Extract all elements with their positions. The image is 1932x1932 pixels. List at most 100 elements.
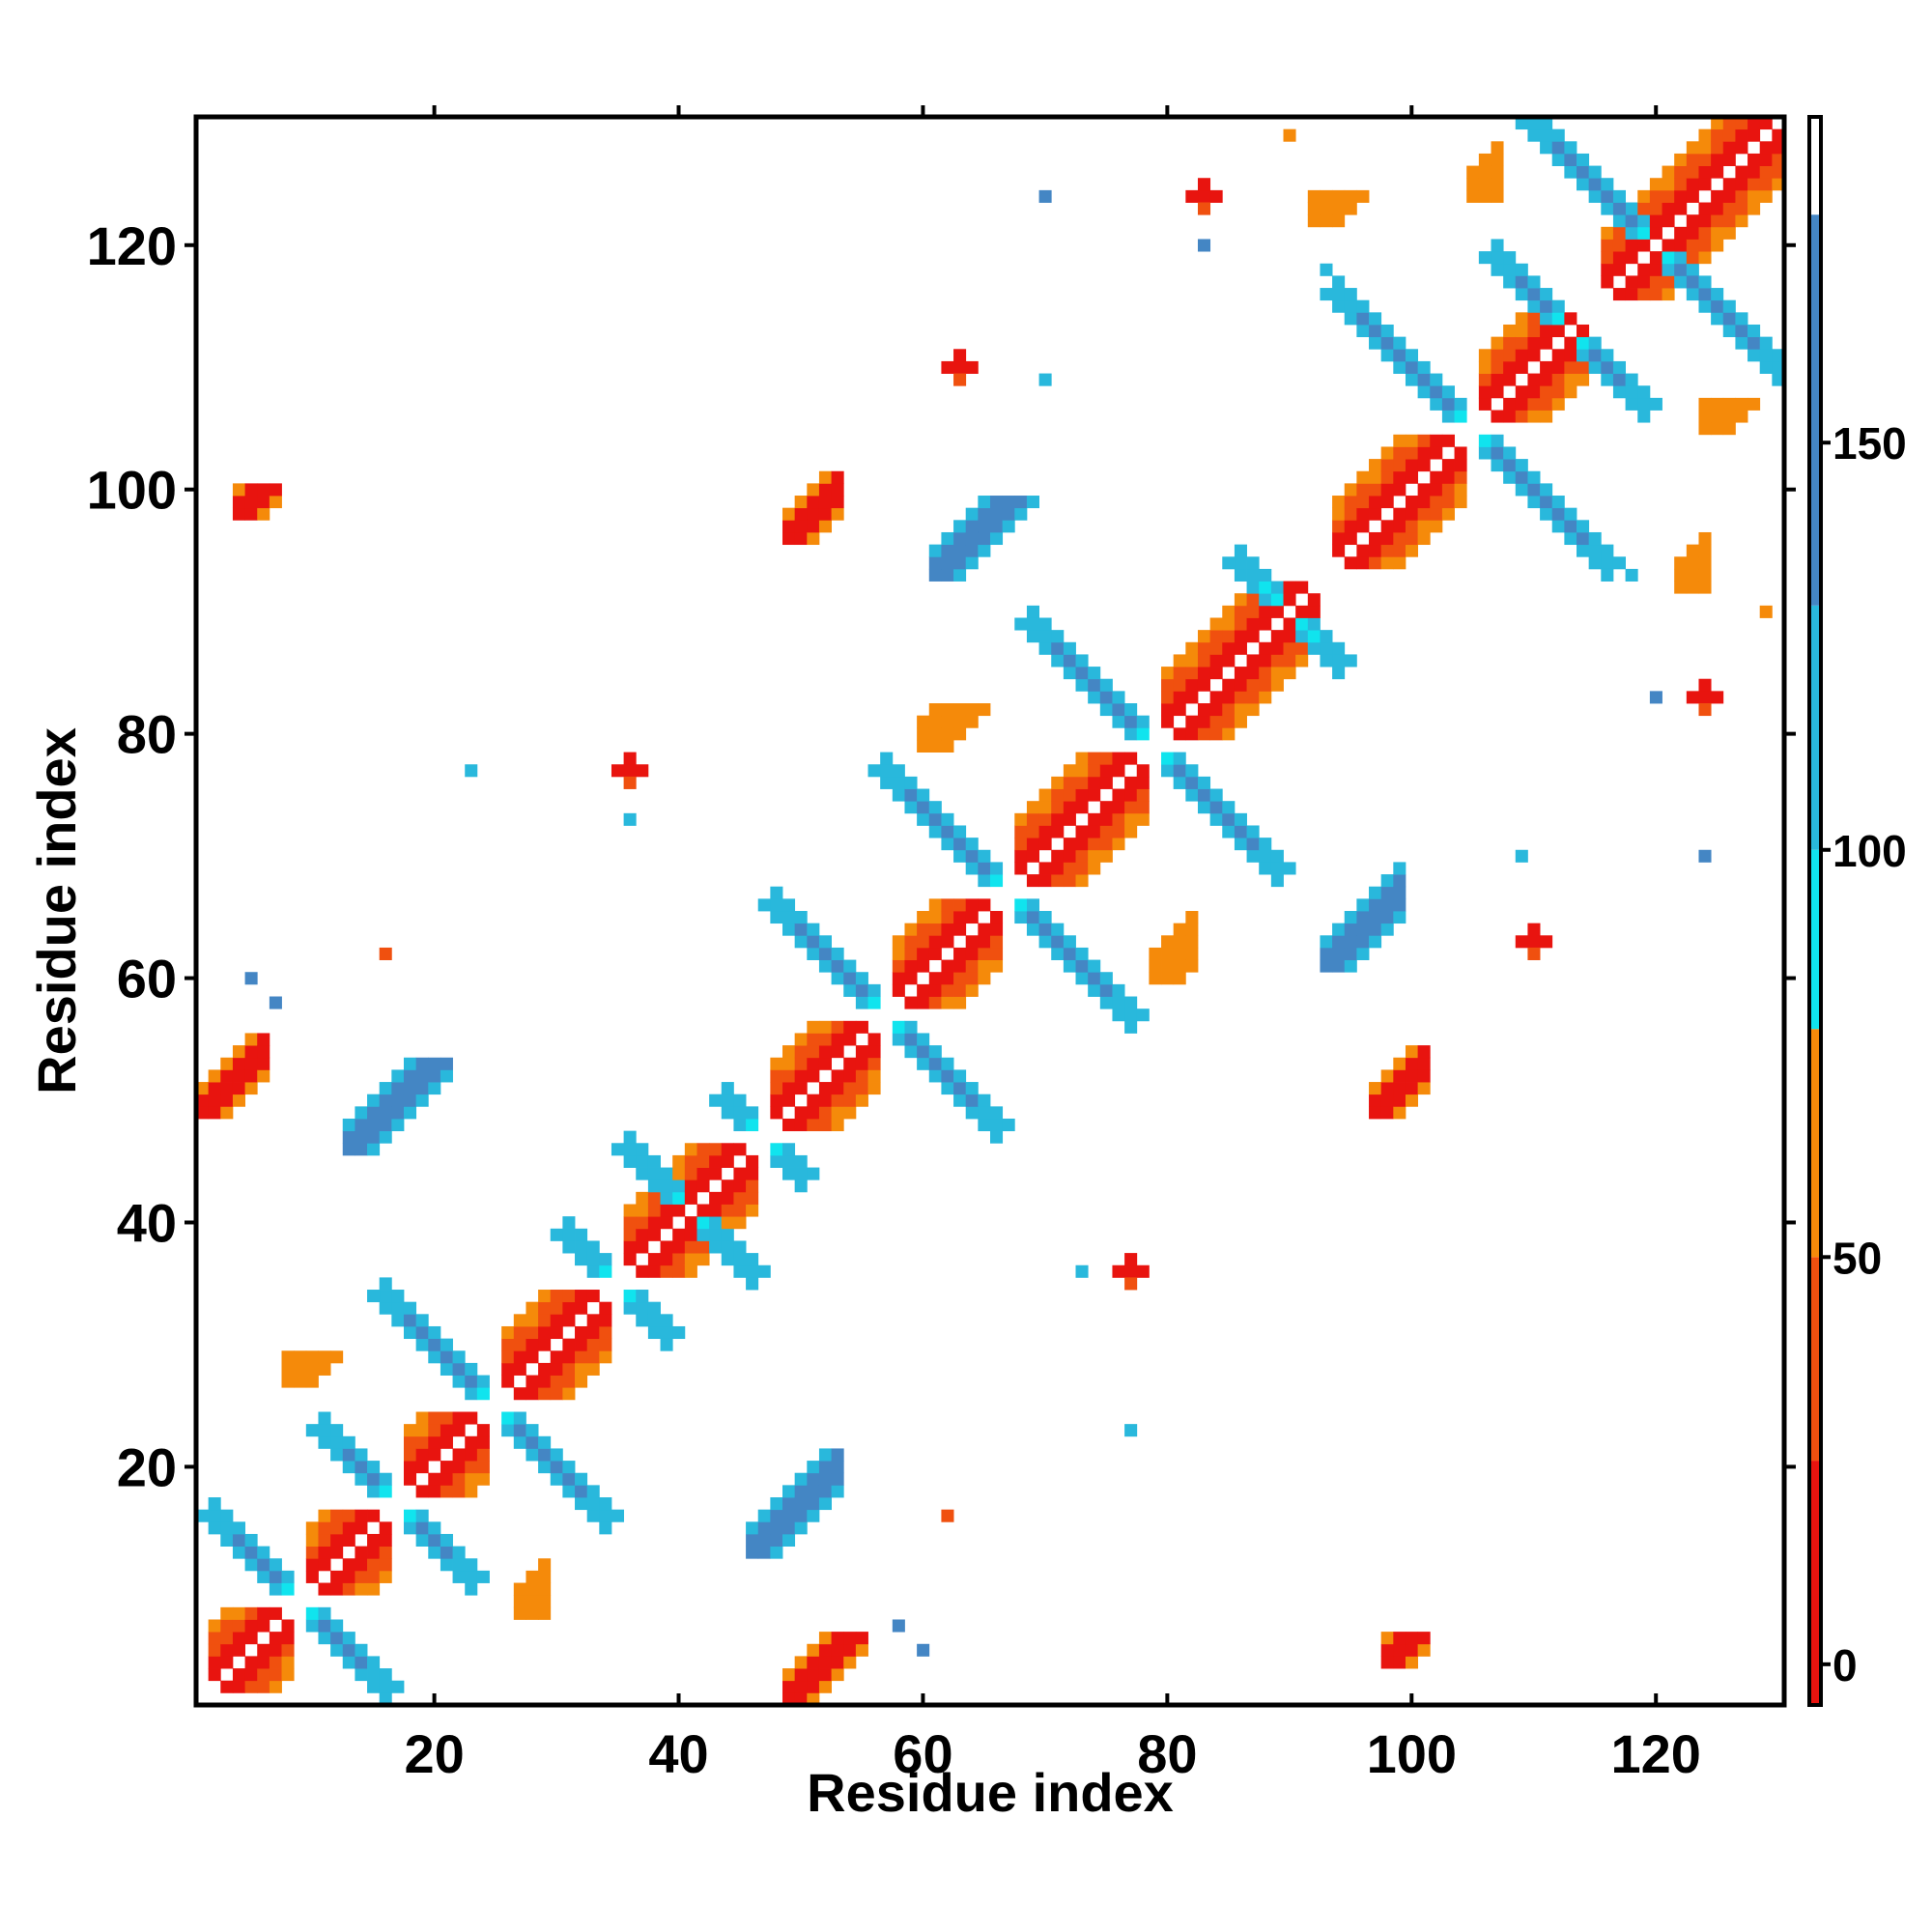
heatmap-cell bbox=[1759, 189, 1773, 203]
heatmap-cell bbox=[1698, 202, 1712, 215]
heatmap-cell bbox=[452, 1375, 466, 1388]
heatmap-cell bbox=[1380, 911, 1394, 924]
heatmap-cell bbox=[1161, 947, 1175, 960]
heatmap-cell bbox=[1601, 178, 1614, 191]
heatmap-cell bbox=[965, 507, 979, 521]
heatmap-cell bbox=[1051, 862, 1065, 875]
heatmap-cell bbox=[1637, 239, 1651, 252]
heatmap-cell bbox=[513, 1582, 526, 1596]
heatmap-cell bbox=[1454, 496, 1467, 509]
heatmap-cell bbox=[1747, 336, 1761, 350]
heatmap-cell bbox=[1332, 520, 1346, 533]
heatmap-cell bbox=[672, 1191, 686, 1205]
heatmap-cell bbox=[1344, 923, 1357, 936]
heatmap-cell bbox=[1307, 593, 1321, 607]
heatmap-cell bbox=[1136, 788, 1150, 802]
heatmap-cell bbox=[1088, 752, 1101, 765]
heatmap-cell bbox=[1332, 214, 1346, 228]
heatmap-cell bbox=[1234, 641, 1247, 655]
heatmap-cell bbox=[379, 1301, 392, 1315]
heatmap-cell bbox=[904, 776, 918, 789]
heatmap-cell bbox=[379, 1118, 392, 1132]
heatmap-cell bbox=[1185, 189, 1199, 203]
heatmap-cell bbox=[440, 1424, 453, 1437]
heatmap-cell bbox=[1454, 459, 1467, 472]
heatmap-cell bbox=[1197, 202, 1211, 215]
heatmap-cell bbox=[1038, 838, 1052, 851]
heatmap-cell bbox=[1075, 1264, 1089, 1278]
heatmap-cell bbox=[1209, 715, 1223, 728]
heatmap-cell bbox=[1259, 654, 1272, 668]
heatmap-cell bbox=[465, 1448, 478, 1462]
heatmap-cell bbox=[917, 739, 930, 753]
heatmap-cell bbox=[1478, 373, 1492, 386]
heatmap-cell bbox=[1527, 923, 1541, 936]
heatmap-cell bbox=[1515, 336, 1528, 350]
heatmap-cell bbox=[1491, 251, 1504, 265]
heatmap-cell bbox=[1075, 667, 1089, 680]
heatmap-cell bbox=[1088, 972, 1101, 985]
heatmap-cell bbox=[1577, 544, 1590, 557]
heatmap-cell bbox=[1735, 178, 1748, 191]
heatmap-cell bbox=[1515, 288, 1528, 301]
heatmap-cell bbox=[1405, 470, 1419, 484]
heatmap-cell bbox=[1332, 202, 1346, 215]
heatmap-cell bbox=[367, 1290, 381, 1303]
colorbar-tick-label: 150 bbox=[1833, 418, 1907, 469]
heatmap-cell bbox=[1234, 825, 1247, 838]
heatmap-cell bbox=[794, 1106, 808, 1120]
heatmap-cell bbox=[257, 1033, 270, 1046]
heatmap-cell bbox=[623, 1253, 637, 1266]
heatmap-cell bbox=[526, 1606, 539, 1620]
heatmap-cell bbox=[1234, 691, 1247, 704]
heatmap-cell bbox=[1344, 911, 1357, 924]
heatmap-cell bbox=[208, 1632, 221, 1645]
heatmap-cell bbox=[807, 1656, 820, 1669]
heatmap-cell bbox=[1637, 275, 1651, 289]
heatmap-cell bbox=[526, 1325, 539, 1340]
heatmap-cell bbox=[1124, 825, 1138, 838]
heatmap-cell bbox=[1503, 324, 1517, 338]
heatmap-cell bbox=[1430, 520, 1443, 533]
heatmap-cell bbox=[1551, 385, 1565, 399]
heatmap-cell bbox=[342, 1582, 355, 1596]
heatmap-cell bbox=[1185, 788, 1199, 802]
plot-frame bbox=[193, 114, 1787, 1708]
heatmap-cell bbox=[196, 1094, 210, 1107]
heatmap-cell bbox=[1380, 496, 1394, 509]
heatmap-cell bbox=[721, 1143, 734, 1156]
heatmap-cell bbox=[1344, 312, 1357, 326]
heatmap-cell bbox=[318, 1411, 331, 1425]
heatmap-cell bbox=[782, 1167, 796, 1180]
heatmap-cell bbox=[1393, 1069, 1406, 1083]
heatmap-cell bbox=[965, 972, 979, 985]
colorbar-band bbox=[1809, 1257, 1821, 1462]
heatmap-cell bbox=[1540, 288, 1553, 301]
heatmap-cell bbox=[978, 496, 991, 509]
heatmap-cell bbox=[428, 1424, 441, 1437]
heatmap-cell bbox=[1503, 410, 1517, 423]
heatmap-cell bbox=[794, 1656, 808, 1669]
heatmap-cell bbox=[721, 1094, 734, 1107]
heatmap-cell bbox=[257, 1546, 270, 1559]
heatmap-cell bbox=[1283, 630, 1296, 643]
heatmap-cell bbox=[965, 838, 979, 851]
heatmap-cell bbox=[1430, 483, 1443, 497]
heatmap-cell bbox=[1295, 617, 1309, 631]
heatmap-cell bbox=[684, 1240, 697, 1254]
heatmap-cell bbox=[1612, 373, 1626, 386]
heatmap-cell bbox=[257, 1606, 270, 1620]
heatmap-cell bbox=[782, 1521, 796, 1535]
heatmap-cell bbox=[770, 1497, 783, 1511]
heatmap-cell bbox=[855, 1632, 868, 1645]
heatmap-cell bbox=[1417, 373, 1431, 386]
heatmap-cell bbox=[636, 1167, 649, 1180]
heatmap-cell bbox=[513, 1387, 526, 1401]
heatmap-cell bbox=[1649, 288, 1662, 301]
heatmap-cell bbox=[318, 1533, 331, 1547]
heatmap-cell bbox=[367, 1106, 381, 1120]
heatmap-cell bbox=[1503, 336, 1517, 350]
heatmap-cell bbox=[1527, 324, 1541, 338]
heatmap-cell bbox=[1601, 263, 1614, 276]
heatmap-cell bbox=[953, 825, 967, 838]
